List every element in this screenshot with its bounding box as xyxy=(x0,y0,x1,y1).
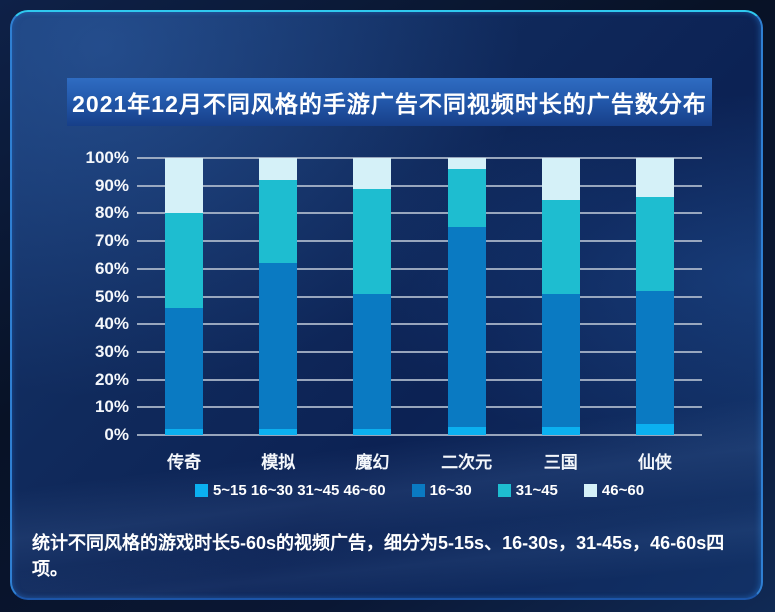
legend-item: 16~30 xyxy=(411,482,472,499)
gridline xyxy=(137,323,702,326)
y-axis-tick-label: 70% xyxy=(94,231,129,251)
bar-segment xyxy=(165,213,204,308)
bar-segment xyxy=(541,199,580,294)
y-axis-tick-label: 0% xyxy=(104,425,129,444)
y-axis-tick-label: 50% xyxy=(94,286,129,306)
y-axis-tick-label: 60% xyxy=(94,258,129,278)
gridline xyxy=(137,434,702,436)
gridline xyxy=(137,406,702,409)
x-axis-labels: 传奇 模拟 魔幻 二次元 三国 仙侠 xyxy=(137,448,702,473)
legend-swatch xyxy=(497,484,511,497)
legend-label: 16~30 xyxy=(429,482,472,499)
stacked-bar xyxy=(635,158,674,435)
stacked-bar xyxy=(259,158,298,435)
bar-column xyxy=(231,158,325,435)
x-axis-category-label: 传奇 xyxy=(167,453,202,472)
caption-text: 统计不同风格的游戏时长5-60s的视频广告，细分为5-15s、16-30s，31… xyxy=(32,533,725,579)
stacked-bar xyxy=(541,158,580,435)
bar-segment xyxy=(541,293,580,427)
bar-segment xyxy=(353,188,392,294)
gridline xyxy=(137,378,702,381)
gridline xyxy=(137,212,702,215)
bar-segment xyxy=(353,293,392,430)
bar-segment xyxy=(165,307,204,430)
gridline xyxy=(137,184,702,187)
y-axis-labels: 0% 10% 20% 30% 40% 50% 60% 70% 80% 90% 100% xyxy=(12,148,129,444)
bar-segment xyxy=(635,290,674,424)
legend-swatch xyxy=(411,484,425,497)
bar-segment xyxy=(353,429,392,435)
bar-segment xyxy=(259,180,298,264)
bar-segment xyxy=(447,169,486,228)
stacked-bar xyxy=(353,158,392,435)
gridline xyxy=(137,157,702,159)
y-axis-tick-label: 40% xyxy=(94,314,129,334)
bar-column xyxy=(325,158,419,435)
legend-item: 5~15 16~30 31~45 46~60 xyxy=(194,482,386,499)
y-axis-tick-label: 90% xyxy=(94,175,129,195)
bar-segment xyxy=(541,158,580,200)
bar-segment xyxy=(447,158,486,170)
x-axis-category-label: 三国 xyxy=(543,453,578,472)
y-axis-tick-label: 10% xyxy=(94,397,129,417)
legend-label: 5~15 16~30 31~45 46~60 xyxy=(212,482,386,499)
bar-segment xyxy=(635,196,674,291)
bar-segment xyxy=(635,158,674,197)
bar-segment xyxy=(447,227,486,427)
legend-swatch xyxy=(194,484,208,497)
bar-segment xyxy=(447,426,486,435)
y-axis-tick-label: 30% xyxy=(94,341,129,361)
x-axis-category-label: 二次元 xyxy=(441,453,493,472)
gridline xyxy=(137,267,702,270)
bar-segment xyxy=(353,158,392,189)
bar-column xyxy=(420,158,514,435)
legend-swatch xyxy=(583,484,597,497)
bar-segment xyxy=(165,429,204,435)
bar-column xyxy=(514,158,608,435)
bar-segment xyxy=(259,158,298,181)
legend-item: 46~60 xyxy=(583,482,645,499)
chart-title: 2021年12月不同风格的手游广告不同视频时长的广告数分布 xyxy=(72,91,707,117)
title-band: 2021年12月不同风格的手游广告不同视频时长的广告数分布 xyxy=(67,78,712,126)
legend-label: 46~60 xyxy=(601,482,645,499)
y-axis-tick-label: 80% xyxy=(94,203,129,223)
panel: 2021年12月不同风格的手游广告不同视频时长的广告数分布 0% 10% 20% 30… xyxy=(10,10,763,600)
bar-segment xyxy=(259,263,298,430)
plot-area xyxy=(137,157,702,436)
gridline xyxy=(137,295,702,298)
bar-segment xyxy=(541,426,580,435)
bars xyxy=(137,158,702,435)
legend-item: 31~45 xyxy=(497,482,558,499)
stacked-bar xyxy=(165,158,204,435)
gridline xyxy=(137,350,702,353)
legend-label: 31~45 xyxy=(515,482,558,499)
x-axis-category-label: 模拟 xyxy=(261,453,296,472)
bar-segment xyxy=(165,158,204,214)
stacked-bar xyxy=(447,158,486,435)
bar-segment xyxy=(259,429,298,435)
bar-segment xyxy=(635,423,674,435)
y-axis-tick-label: 100% xyxy=(85,148,129,167)
bar-column xyxy=(608,158,702,435)
y-axis-tick-label: 20% xyxy=(94,369,129,389)
gridline xyxy=(137,240,702,243)
x-axis-category-label: 魔幻 xyxy=(355,453,390,472)
bar-column xyxy=(137,158,231,435)
legend: 5~15 16~30 31~45 46~60 16~30 31~45 46~60 xyxy=(137,482,702,499)
x-axis-category-label: 仙侠 xyxy=(637,453,672,472)
